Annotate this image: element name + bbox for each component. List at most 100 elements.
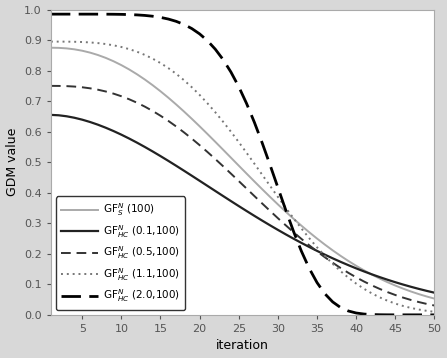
GF$^N_{HC}$ (1.1,100)	[392, 301, 398, 306]
GF$^N_{HC}$ (0.5,100)	[142, 105, 148, 109]
GF$^N_{HC}$ (1.1,100)	[377, 295, 382, 300]
GF$^N_{HC}$ (2.0,100)	[275, 185, 281, 190]
GF$^N_{HC}$ (0.5,100)	[377, 287, 382, 291]
GF$^N_S$ (100)	[166, 96, 171, 100]
GF$^N_S$ (100)	[72, 47, 77, 52]
GF$^N_S$ (100)	[95, 53, 101, 57]
GF$^N_{HC}$ (0.5,100)	[432, 303, 437, 308]
GF$^N_S$ (100)	[322, 242, 328, 247]
GF$^N_{HC}$ (0.1,100)	[197, 179, 202, 183]
GF$^N_S$ (100)	[307, 230, 312, 234]
GF$^N_{HC}$ (1.1,100)	[307, 236, 312, 240]
GF$^N_{HC}$ (0.1,100)	[80, 117, 85, 122]
GF$^N_{HC}$ (0.1,100)	[213, 189, 218, 193]
GF$^N_{HC}$ (2.0,100)	[197, 32, 202, 36]
GF$^N_{HC}$ (1.1,100)	[72, 40, 77, 44]
GF$^N_S$ (100)	[189, 117, 194, 121]
GF$^N_{HC}$ (0.5,100)	[213, 157, 218, 161]
GF$^N_{HC}$ (1.1,100)	[338, 269, 343, 273]
GF$^N_{HC}$ (0.5,100)	[173, 124, 179, 129]
GF$^N_{HC}$ (0.1,100)	[134, 140, 139, 145]
Line: GF$^N_{HC}$ (2.0,100): GF$^N_{HC}$ (2.0,100)	[51, 14, 434, 315]
GF$^N_{HC}$ (1.1,100)	[205, 101, 210, 106]
GF$^N_{HC}$ (0.5,100)	[228, 171, 234, 176]
GF$^N_{HC}$ (2.0,100)	[158, 15, 163, 20]
GF$^N_{HC}$ (2.0,100)	[189, 26, 194, 31]
GF$^N_S$ (100)	[48, 45, 54, 50]
GF$^N_{HC}$ (1.1,100)	[346, 276, 351, 280]
GF$^N_{HC}$ (0.1,100)	[275, 228, 281, 232]
GF$^N_{HC}$ (0.5,100)	[134, 101, 139, 105]
Line: GF$^N_{HC}$ (0.1,100): GF$^N_{HC}$ (0.1,100)	[51, 115, 434, 293]
GF$^N_{HC}$ (0.5,100)	[56, 84, 61, 88]
GF$^N_S$ (100)	[205, 132, 210, 136]
GF$^N_{HC}$ (2.0,100)	[432, 313, 437, 317]
GF$^N_{HC}$ (1.1,100)	[267, 184, 273, 188]
GF$^N_S$ (100)	[127, 67, 132, 72]
GF$^N_{HC}$ (0.5,100)	[283, 223, 288, 227]
GF$^N_{HC}$ (2.0,100)	[150, 14, 155, 18]
GF$^N_{HC}$ (2.0,100)	[314, 280, 320, 285]
GF$^N_{HC}$ (0.5,100)	[181, 130, 187, 135]
GF$^N_{HC}$ (0.1,100)	[205, 184, 210, 188]
GF$^N_{HC}$ (0.1,100)	[291, 237, 296, 241]
GF$^N_{HC}$ (1.1,100)	[80, 40, 85, 44]
GF$^N_{HC}$ (1.1,100)	[236, 140, 241, 144]
Legend: GF$^N_S$ (100), GF$^N_{HC}$ (0.1,100), GF$^N_{HC}$ (0.5,100), GF$^N_{HC}$ (1.1,1: GF$^N_S$ (100), GF$^N_{HC}$ (0.1,100), G…	[56, 197, 185, 310]
GF$^N_{HC}$ (1.1,100)	[173, 72, 179, 76]
GF$^N_{HC}$ (1.1,100)	[142, 53, 148, 57]
GF$^N_S$ (100)	[267, 195, 273, 199]
GF$^N_{HC}$ (0.1,100)	[369, 272, 375, 276]
GF$^N_{HC}$ (2.0,100)	[408, 313, 413, 317]
GF$^N_S$ (100)	[150, 83, 155, 87]
GF$^N_S$ (100)	[64, 46, 69, 50]
GF$^N_{HC}$ (1.1,100)	[275, 195, 281, 199]
GF$^N_{HC}$ (0.5,100)	[416, 300, 422, 304]
GF$^N_S$ (100)	[408, 289, 413, 294]
GF$^N_S$ (100)	[228, 155, 234, 160]
GF$^N_{HC}$ (0.1,100)	[103, 126, 108, 130]
GF$^N_{HC}$ (0.1,100)	[142, 145, 148, 149]
GF$^N_{HC}$ (2.0,100)	[127, 13, 132, 17]
GF$^N_S$ (100)	[80, 49, 85, 53]
GF$^N_S$ (100)	[181, 109, 187, 113]
GF$^N_{HC}$ (1.1,100)	[118, 45, 124, 49]
GF$^N_S$ (100)	[346, 259, 351, 263]
X-axis label: iteration: iteration	[216, 339, 269, 352]
GF$^N_{HC}$ (1.1,100)	[64, 39, 69, 44]
GF$^N_S$ (100)	[392, 284, 398, 288]
Y-axis label: GDM value: GDM value	[5, 128, 19, 197]
GF$^N_S$ (100)	[416, 292, 422, 296]
GF$^N_{HC}$ (2.0,100)	[392, 313, 398, 317]
GF$^N_{HC}$ (2.0,100)	[401, 313, 406, 317]
GF$^N_S$ (100)	[283, 209, 288, 214]
GF$^N_{HC}$ (0.1,100)	[56, 113, 61, 117]
GF$^N_{HC}$ (2.0,100)	[64, 12, 69, 16]
GF$^N_{HC}$ (1.1,100)	[228, 130, 234, 134]
GF$^N_S$ (100)	[401, 286, 406, 291]
GF$^N_{HC}$ (0.1,100)	[385, 277, 390, 282]
GF$^N_{HC}$ (0.1,100)	[87, 120, 93, 124]
GF$^N_{HC}$ (2.0,100)	[338, 305, 343, 310]
GF$^N_{HC}$ (0.1,100)	[173, 164, 179, 168]
GF$^N_S$ (100)	[330, 248, 335, 252]
GF$^N_S$ (100)	[299, 223, 304, 228]
GF$^N_{HC}$ (2.0,100)	[111, 12, 116, 16]
GF$^N_{HC}$ (0.5,100)	[291, 230, 296, 234]
GF$^N_{HC}$ (1.1,100)	[134, 50, 139, 54]
GF$^N_{HC}$ (0.1,100)	[228, 199, 234, 203]
GF$^N_S$ (100)	[111, 59, 116, 63]
GF$^N_{HC}$ (2.0,100)	[142, 13, 148, 18]
GF$^N_{HC}$ (0.1,100)	[118, 132, 124, 137]
GF$^N_{HC}$ (0.5,100)	[361, 279, 367, 284]
GF$^N_{HC}$ (0.1,100)	[48, 113, 54, 117]
GF$^N_S$ (100)	[103, 56, 108, 60]
GF$^N_S$ (100)	[385, 280, 390, 284]
GF$^N_{HC}$ (1.1,100)	[283, 205, 288, 210]
GF$^N_{HC}$ (0.5,100)	[408, 298, 413, 302]
GF$^N_{HC}$ (2.0,100)	[346, 309, 351, 313]
GF$^N_{HC}$ (2.0,100)	[166, 17, 171, 21]
GF$^N_{HC}$ (0.1,100)	[158, 154, 163, 158]
GF$^N_{HC}$ (1.1,100)	[56, 39, 61, 44]
GF$^N_{HC}$ (0.1,100)	[346, 263, 351, 267]
